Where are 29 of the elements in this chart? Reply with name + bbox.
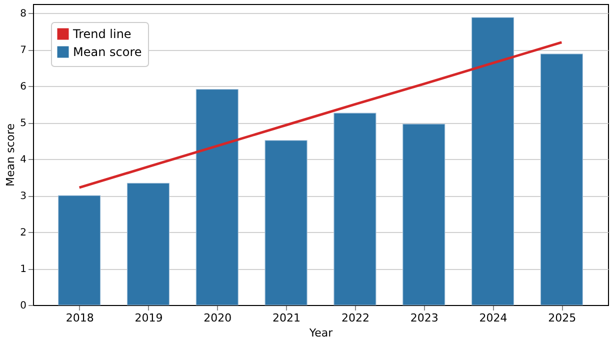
bar [196,89,238,306]
y-tick-label: 2 [20,228,26,239]
x-tick-label: 2023 [410,312,438,324]
x-tick-label: 2024 [479,312,508,324]
y-tick-label: 7 [20,45,26,56]
legend-label: Trend line [72,27,132,41]
bar [126,182,170,306]
bar [264,140,308,306]
x-tick-label: 2019 [134,312,163,324]
x-axis-title: Year [308,326,334,340]
x-tick-label: 2025 [548,312,576,324]
y-tick-label: 1 [20,264,26,276]
legend-label: Mean score [73,45,142,59]
x-tick-label: 2021 [272,312,301,324]
y-tick-label: 5 [20,118,26,130]
bar [540,54,583,306]
bar [58,195,101,306]
y-tick-label: 8 [20,8,26,20]
x-tick-label: 2022 [341,312,370,324]
bar [471,17,514,306]
y-axis-title: Mean score [4,123,18,187]
y-tick-label: 3 [20,191,26,202]
y-tick-label: 0 [20,300,26,312]
y-tick-label: 4 [20,154,26,166]
bar [402,124,446,306]
bar [334,112,376,306]
x-tick-label: 2018 [66,312,94,324]
x-tick-label: 2020 [204,312,232,324]
y-tick-label: 6 [20,82,26,93]
